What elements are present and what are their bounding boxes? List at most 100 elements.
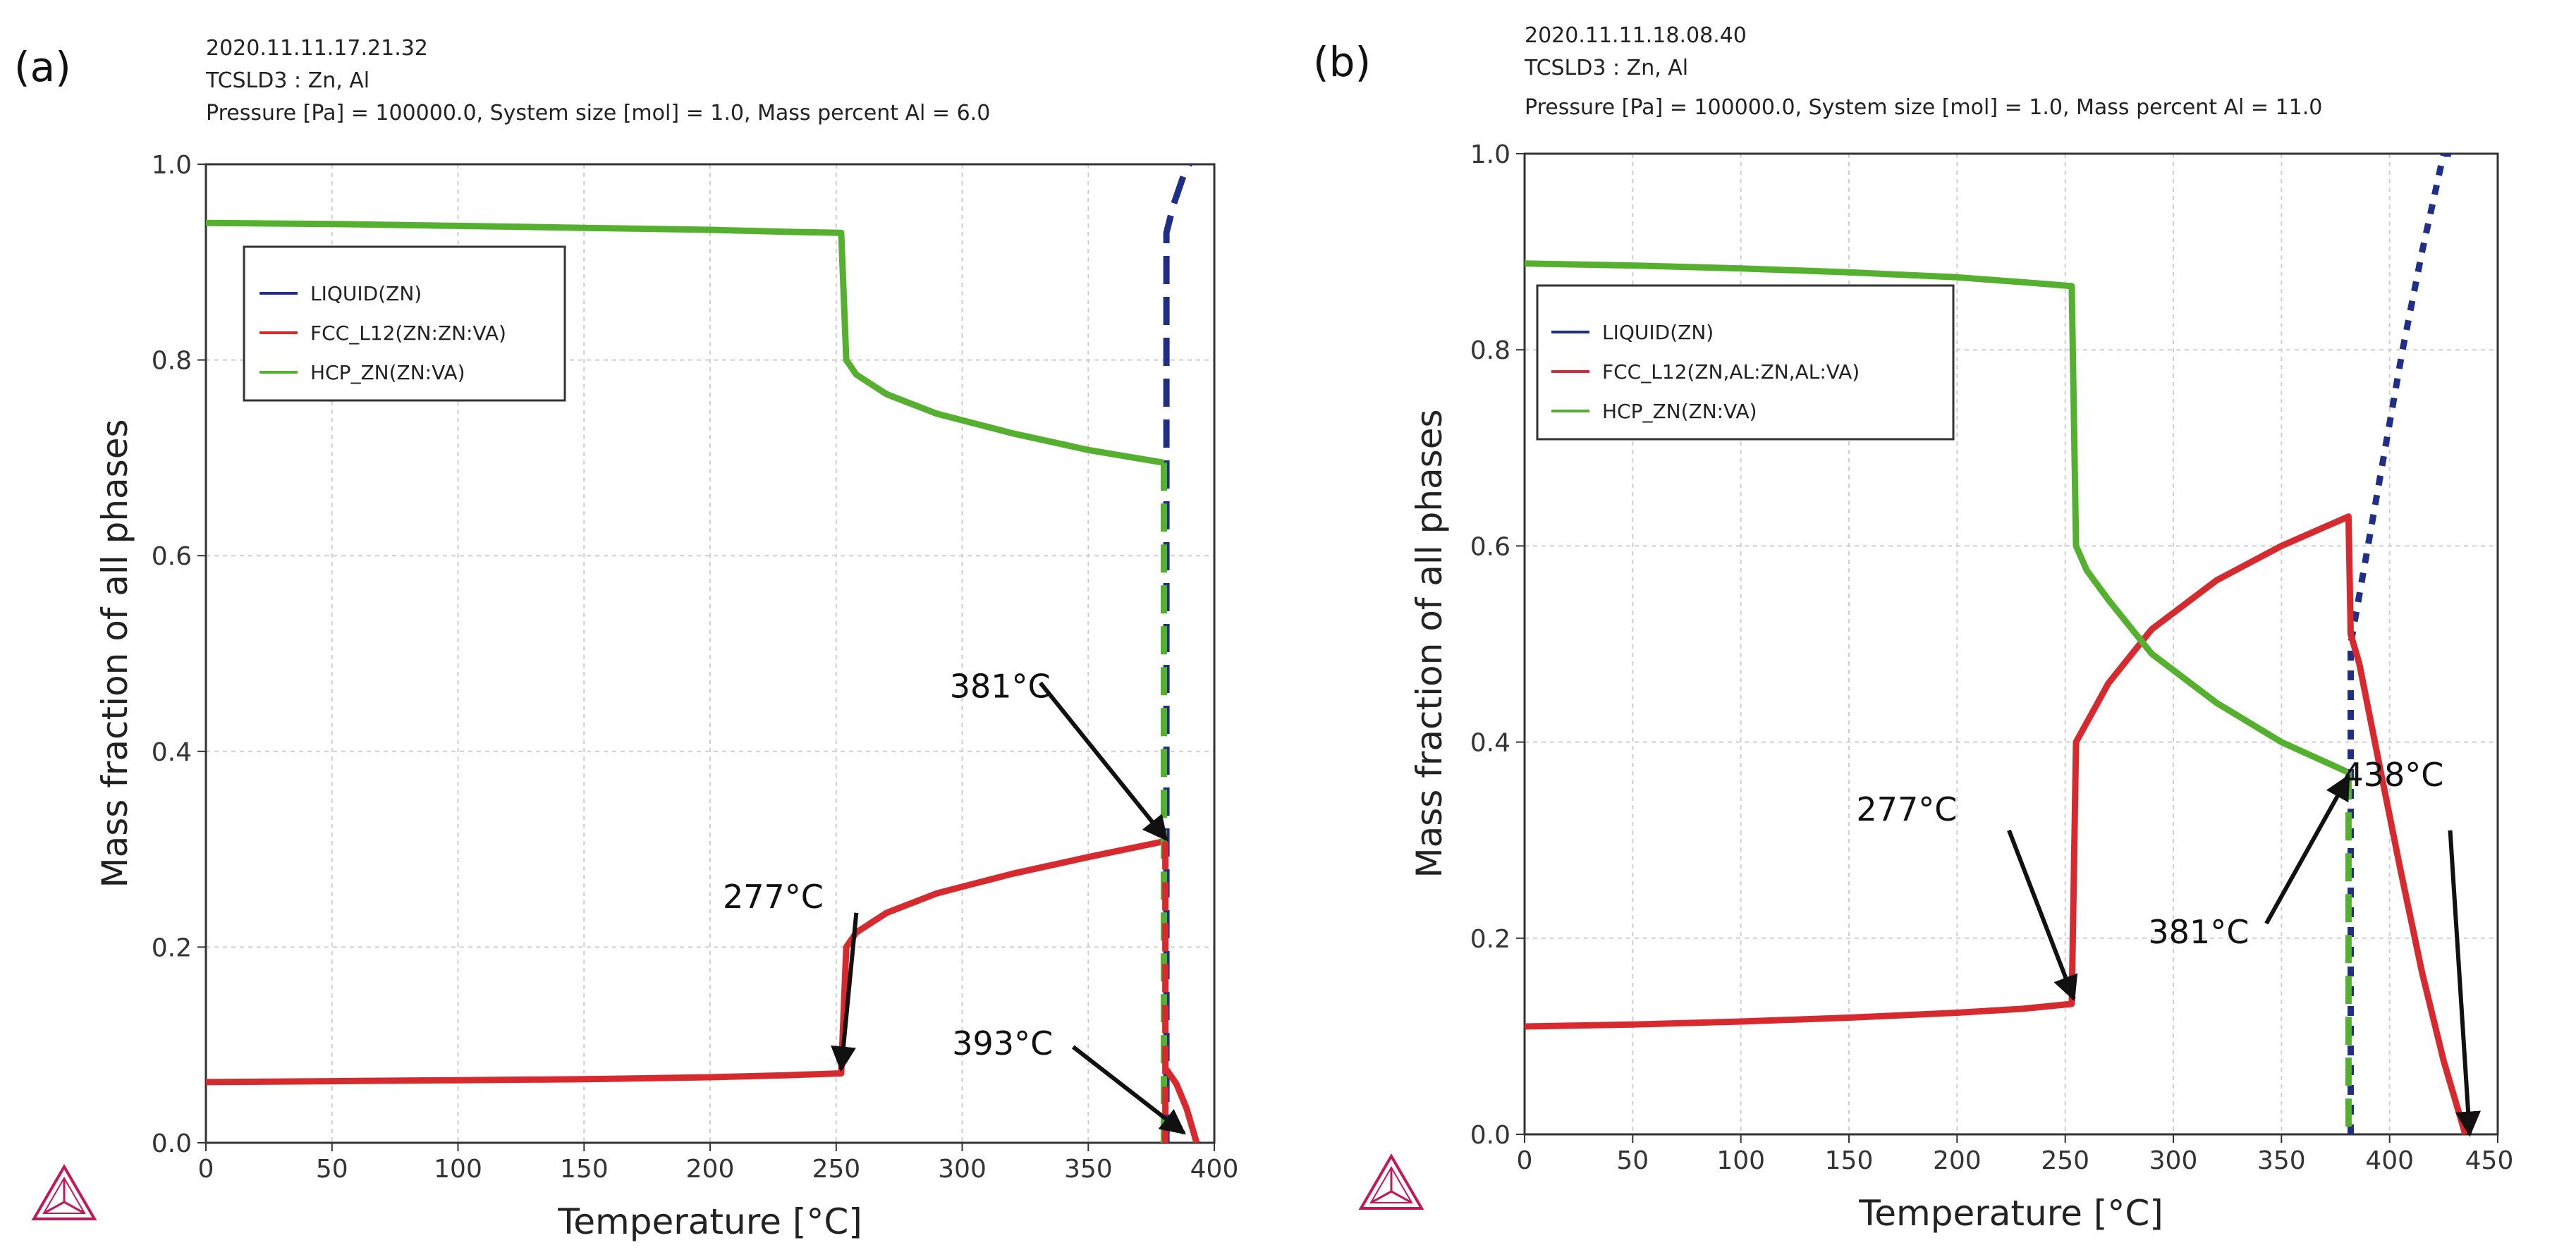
panel-b-xtick: 100 xyxy=(1716,1134,1765,1175)
panel-b-xtick-label: 200 xyxy=(1933,1146,1982,1175)
annotation-arrow xyxy=(2448,830,2482,1137)
series-line-fcc-l12-zn-al-zn-al-va xyxy=(1525,513,2469,1134)
panel-b-xtick-label: 150 xyxy=(1825,1146,1874,1175)
panel-b-xtick: 50 xyxy=(1616,1134,1649,1175)
panel-b-xtick-label: 400 xyxy=(2365,1146,2414,1175)
legend-label-hcp-zn: HCP_ZN(ZN:VA) xyxy=(1602,400,1757,423)
panel-a-y-axis-label: Mass fraction of all phases xyxy=(94,419,135,888)
panel-a-plot-area xyxy=(206,164,1200,1143)
panel-b-xtick: 250 xyxy=(2041,1134,2089,1175)
panel-b-xtick-label: 300 xyxy=(2149,1146,2198,1175)
panel-a-xtick: 150 xyxy=(560,1143,609,1184)
panel-b-xtick: 450 xyxy=(2465,1134,2514,1175)
panel-a-ytick-label: 0.0 xyxy=(152,1129,192,1158)
annotation-label: 277°C xyxy=(723,878,824,916)
panel-b-xtick: 200 xyxy=(1933,1134,1982,1175)
panel-b-header-line-2: TCSLD3 : Zn, Al xyxy=(1524,56,1688,80)
legend-entry-liquid-zn: LIQUID(ZN) xyxy=(260,282,422,305)
panel-b-plot-area xyxy=(1525,154,2469,1134)
annotation-arrow xyxy=(831,912,859,1072)
panel-b-series-lines xyxy=(1525,154,2469,1134)
panel-b-plot-frame xyxy=(1523,152,2499,1136)
series-line-hcp-zn-zn-va xyxy=(206,219,1165,466)
annotation-arrow xyxy=(1038,681,1168,842)
annotation-label: 393°C xyxy=(952,1024,1053,1062)
panel-b-ytick-label: 0.0 xyxy=(1470,1121,1510,1150)
legend-entry-fcc-l12: FCC_L12(ZN,AL:ZN,AL:VA) xyxy=(1551,360,1860,384)
panel-b-ytick: 0.8 xyxy=(1470,336,1525,365)
legend-label-hcp-zn: HCP_ZN(ZN:VA) xyxy=(310,361,465,384)
legend-label-fcc-l12: FCC_L12(ZN:ZN:VA) xyxy=(310,321,506,345)
panel-a-ytick-label: 1.0 xyxy=(152,151,192,180)
panel-a-xtick-label: 200 xyxy=(686,1155,735,1184)
panel-b-ytick: 1.0 xyxy=(1470,140,1525,169)
panel-b-header-line-3: Pressure [Pa] = 100000.0, System size [m… xyxy=(1525,95,2322,120)
panel-b-xtick-label: 250 xyxy=(2041,1146,2089,1175)
panel-a-xtick: 0 xyxy=(198,1143,214,1184)
panel-b-annotations: 277°C 381°C 438°C xyxy=(1856,756,2482,1137)
series-line-fcc-l12-zn-zn-va xyxy=(206,838,1165,1086)
panel-a-label: (a) xyxy=(14,43,71,91)
panel-b-xtick-label: 100 xyxy=(1716,1146,1765,1175)
panel-b-xtick: 150 xyxy=(1825,1134,1874,1175)
panel-a-xtick: 250 xyxy=(812,1143,860,1184)
panel-b-xtick-label: 50 xyxy=(1616,1146,1649,1175)
panel-b-xticks: 0 50 100 150 200 250 300 350 400 450 xyxy=(1517,1134,2514,1175)
panel-a-ytick: 1.0 xyxy=(152,151,206,180)
panel-a-xtick: 50 xyxy=(316,1143,348,1184)
legend-entry-fcc-l12: FCC_L12(ZN:ZN:VA) xyxy=(260,321,506,345)
legend-label-fcc-l12: FCC_L12(ZN,AL:ZN,AL:VA) xyxy=(1602,360,1860,384)
panel-b-ytick-label: 1.0 xyxy=(1470,140,1510,169)
panel-a-xtick: 100 xyxy=(434,1143,482,1184)
panel-a-ytick: 0.4 xyxy=(152,738,206,767)
annotation-label: 381°C xyxy=(2148,913,2249,951)
panel-a-ytick: 0.8 xyxy=(152,347,206,376)
panel-a-ytick-label: 0.4 xyxy=(152,738,192,767)
panel-b: (b) 2020.11.11.18.08.40 TCSLD3 : Zn, Al … xyxy=(1313,23,2513,1234)
annotation-arrow xyxy=(1071,1045,1186,1135)
annotation-arrow xyxy=(2264,774,2351,925)
panel-b-xtick-label: 450 xyxy=(2465,1146,2514,1175)
panel-b-legend: LIQUID(ZN) FCC_L12(ZN,AL:ZN,AL:VA) HCP_Z… xyxy=(1536,284,1955,441)
panel-b-xtick: 300 xyxy=(2149,1134,2198,1175)
legend-entry-liquid-zn: LIQUID(ZN) xyxy=(1551,321,1714,344)
panel-a-header-line-1: 2020.11.11.17.21.32 xyxy=(206,36,428,61)
panel-a-ytick: 0.6 xyxy=(152,542,206,571)
panel-a-ytick: 0.2 xyxy=(152,933,206,962)
legend-entry-hcp-zn: HCP_ZN(ZN:VA) xyxy=(1551,400,1757,423)
series-line-hcp-zn-zn-va xyxy=(1525,260,2348,775)
panel-b-xtick: 350 xyxy=(2257,1134,2306,1175)
annotation-label: 381°C xyxy=(950,667,1051,705)
panel-a-xtick-label: 0 xyxy=(198,1155,214,1184)
panel-b-legend-box xyxy=(1536,284,1955,441)
panel-b-ytick-label: 0.4 xyxy=(1470,729,1510,758)
panel-a-series-lines xyxy=(206,164,1200,1143)
panel-b-xtick: 400 xyxy=(2365,1134,2414,1175)
panel-a-xtick-label: 50 xyxy=(316,1155,348,1184)
panel-b-header-line-1: 2020.11.11.18.08.40 xyxy=(1525,23,1747,48)
series-line-liquid-zn xyxy=(2348,154,2461,1134)
thermo-calc-logo-icon xyxy=(1358,1153,1424,1210)
legend-label-liquid-zn: LIQUID(ZN) xyxy=(310,282,422,305)
panel-a-ytick-label: 0.8 xyxy=(152,347,192,376)
panel-a-xtick-label: 100 xyxy=(434,1155,482,1184)
legend-entry-hcp-zn: HCP_ZN(ZN:VA) xyxy=(260,361,465,384)
panel-b-xtick-label: 350 xyxy=(2257,1146,2306,1175)
panel-a-legend-box xyxy=(243,245,566,402)
series-line-fcc-l12-393 xyxy=(1164,1067,1200,1143)
panel-a-xtick-label: 350 xyxy=(1064,1155,1113,1184)
panel-a-xtick-label: 300 xyxy=(938,1155,987,1184)
panel-b-ytick: 0.2 xyxy=(1470,925,1525,954)
panel-a-xtick-label: 150 xyxy=(560,1155,609,1184)
panel-b-yticks: 0.0 0.2 0.4 0.6 0.8 1.0 xyxy=(1470,140,1525,1150)
panel-a-yticks: 0.0 0.2 0.4 0.6 0.8 1.0 xyxy=(152,151,206,1158)
panel-b-ytick: 0.0 xyxy=(1470,1121,1525,1150)
panel-a-header-line-2: TCSLD3 : Zn, Al xyxy=(205,68,370,93)
legend-label-liquid-zn: LIQUID(ZN) xyxy=(1602,321,1714,344)
panel-a-header-line-3: Pressure [Pa] = 100000.0, System size [m… xyxy=(206,101,990,125)
annotation-label: 277°C xyxy=(1856,790,1957,828)
panel-a-x-axis-label: Temperature [°C] xyxy=(557,1201,862,1242)
panel-b-ytick-label: 0.8 xyxy=(1470,336,1510,365)
panel-a-ytick-label: 0.2 xyxy=(152,933,192,962)
